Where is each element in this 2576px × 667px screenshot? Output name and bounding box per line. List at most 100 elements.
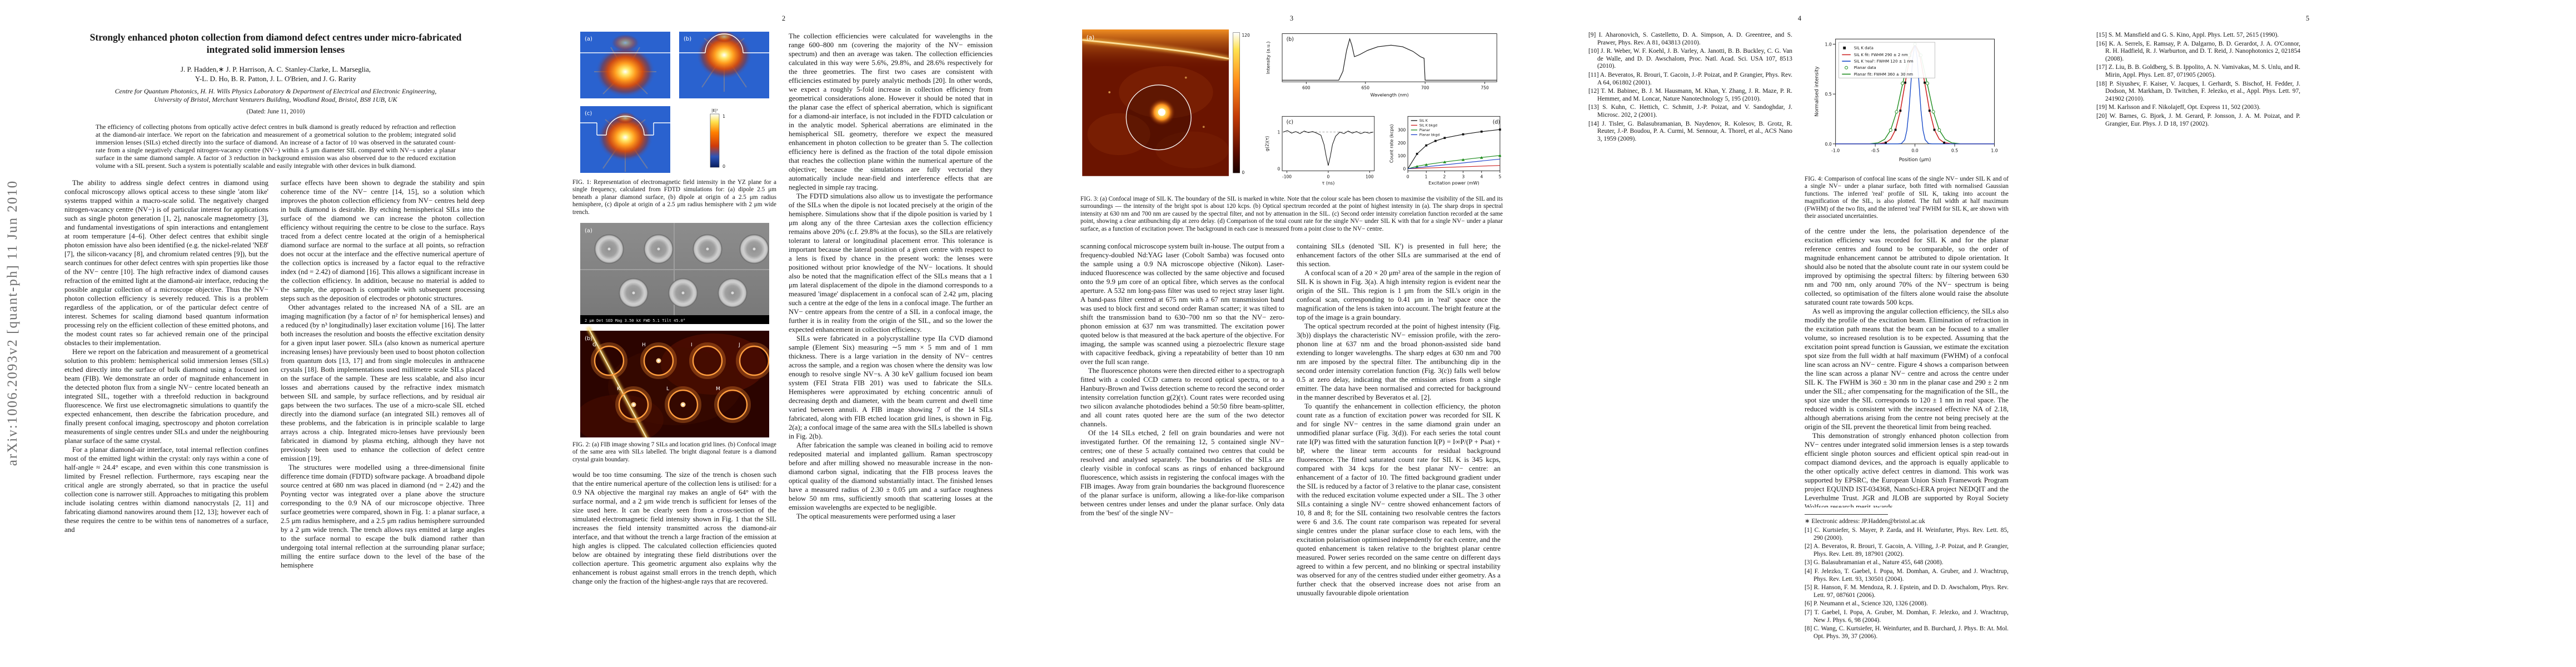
fig4-legend: SIL K data SIL K fit: FWHM 290 ± 2 nm SI… xyxy=(1838,42,1935,78)
page-strip: Strongly enhanced photon collection from… xyxy=(30,0,2553,667)
reference-item: [15] S. M. Mansfield and G. S. Kino, App… xyxy=(2096,32,2279,38)
body-paragraph: A confocal scan of a 20 × 20 μm² area of… xyxy=(1297,269,1501,322)
figure-4: SIL K data SIL K fit: FWHM 290 ± 2 nm SI… xyxy=(1805,32,2009,220)
body-paragraph: The fluorescence photons were then direc… xyxy=(1080,367,1284,429)
fig1-panel-b: (b) xyxy=(679,32,769,98)
fig3-label-b: (b) xyxy=(1287,37,1294,43)
fig3-panel-d-saturation: 0 1 2 3 4 5 0 100 200 300 xyxy=(1389,116,1501,186)
fig3-g2-ylabel: g(2)(τ) xyxy=(1265,136,1270,151)
footnote-rule xyxy=(1805,514,1888,515)
fig3-g2-xlabel: τ (ns) xyxy=(1322,181,1335,186)
fig3-spectrum-xtick: 750 xyxy=(1481,85,1489,90)
fig4-legend-entry: Planar data xyxy=(1853,66,1876,70)
fig2-label-b: (b) xyxy=(585,336,592,342)
fig1-colorbar-min: 0 xyxy=(723,164,725,169)
fig3-g2-xtick: 0 xyxy=(1327,175,1330,180)
fig4-xtick: 0.5 xyxy=(1951,148,1957,153)
reference-item: [13] S. Kuhn, C. Hettich, C. Schmitt, J.… xyxy=(1588,104,1792,118)
fig3-sat-ylabel: Count rate (kcps) xyxy=(1389,125,1394,163)
fig1-label-a: (a) xyxy=(585,36,592,42)
fig4-ylabel: Normalised intensity xyxy=(1814,66,1820,116)
fig3-colorbar-max: 120 xyxy=(1242,33,1250,38)
figure-2: (a) 2 μm Det SED Mag 3.50 kX FWD 5.1 Til… xyxy=(572,223,776,464)
author-line-2: Y-L. D. Ho, B. R. Patton, J. L. O'Brien,… xyxy=(195,74,357,83)
fig3-sat-ytick: 300 xyxy=(1398,128,1406,133)
email-footnote: ∗ Electronic address: JP.Hadden@bristol.… xyxy=(1805,518,1925,525)
reference-item: [12] T. M. Babinec, B. J. M. Hausmann, M… xyxy=(1588,88,1792,102)
fig1-colorbar-title: |E|² xyxy=(711,108,718,113)
fig3-sat-xlabel: Excitation power (mW) xyxy=(1428,181,1479,186)
body-paragraph: would be too time consuming. The size of… xyxy=(572,471,776,586)
fig3-sat-xtick: 5 xyxy=(1498,175,1501,180)
body-paragraph: Other advantages related to the increase… xyxy=(281,303,485,463)
reference-item: [2] A. Beveratos, R. Brouri, T. Gacoin, … xyxy=(1805,543,2009,558)
fig1-colorbar-max: 1 xyxy=(723,114,725,119)
fig3-colorbar-min: 0 xyxy=(1242,170,1245,175)
footnote-block: ∗ Electronic address: JP.Hadden@bristol.… xyxy=(1805,514,2009,640)
reference-item: [10] J. R. Weber, W. F. Koehl, J. B. Var… xyxy=(1588,48,1792,70)
author-line-1: J. P. Hadden,∗ J. P. Harrison, A. C. Sta… xyxy=(181,65,371,73)
fig3-label-d: (d) xyxy=(1493,120,1500,126)
reference-item: [17] Z. Liu, B. B. Goldberg, S. B. Ippol… xyxy=(2096,64,2300,78)
reference-item: [1] C. Kurtsiefer, S. Mayer, P. Zarda, a… xyxy=(1805,527,2009,541)
fig3-measurement-panels: (a) 120 0 600 650 xyxy=(1082,29,1501,186)
page5-column-left: [15] S. M. Mansfield and G. S. Kino, App… xyxy=(2096,32,2300,129)
fig3-sat-xtick: 2 xyxy=(1443,175,1446,180)
abstract: The efficiency of collecting photons fro… xyxy=(96,123,456,170)
fig4-ytick: 0.0 xyxy=(1825,142,1831,147)
page-number: 3 xyxy=(1289,14,1294,22)
fig1-panel-a: (a) xyxy=(580,32,670,98)
reference-item: [20] W. Barnes, G. Bjork, J. M. Gerard, … xyxy=(2096,112,2300,127)
fig2-sil-letter: I xyxy=(691,342,692,348)
fig3-panel-a-confocal: (a) xyxy=(1082,29,1229,176)
fig3-sat-ytick: 200 xyxy=(1398,141,1406,146)
body-paragraph: The structures were modelled using a thr… xyxy=(281,464,485,570)
fig1-colorbar: |E|² 1 0 xyxy=(710,108,725,169)
reference-item: [9] I. Aharonovich, S. Castelletto, D. A… xyxy=(1588,32,1792,46)
body-paragraph: To quantify the enhancement in collectio… xyxy=(1297,402,1501,598)
fig3-g2-ytick: 1 xyxy=(1277,130,1280,135)
fig4-xtick: -1.0 xyxy=(1831,148,1840,153)
page-number: 5 xyxy=(2305,14,2310,22)
reference-item: [16] K. A. Serrels, E. Ramsay, P. A. Dal… xyxy=(2096,40,2300,62)
fig3-label-c: (c) xyxy=(1287,120,1294,126)
fig1-panel-c: (c) xyxy=(580,106,670,173)
body-paragraph: The collection efficiencies were calcula… xyxy=(789,32,993,191)
fig3-spectrum-xtick: 600 xyxy=(1302,85,1311,90)
reference-item: [11] A. Beveratos, R. Brouri, T. Gacoin,… xyxy=(1588,71,1792,86)
fig3-sat-xtick: 4 xyxy=(1481,175,1483,180)
fig3-label-a: (a) xyxy=(1087,34,1094,41)
fig3-sat-legend-entry: SIL K bkgd xyxy=(1419,124,1437,128)
date-line: (Dated: June 11, 2010) xyxy=(246,108,305,115)
fig2-fib-and-confocal-image: (a) 2 μm Det SED Mag 3.50 kX FWD 5.1 Til… xyxy=(580,223,769,438)
fig2-sil-letter: L xyxy=(666,386,669,392)
fig4-xtick: 0.0 xyxy=(1911,148,1918,153)
figure-3: (a) 120 0 600 650 xyxy=(1080,29,1503,233)
page4-column-left: [9] I. Aharonovich, S. Castelletto, D. A… xyxy=(1588,32,1792,641)
reference-item: [8] C. Wang, C. Kurtsiefer, H. Weinfurte… xyxy=(1805,625,2009,640)
fig4-legend-entry: SIL K fit: FWHM 290 ± 2 nm xyxy=(1853,53,1907,57)
fig4-xtick: 1.0 xyxy=(1991,148,1997,153)
body-paragraph: The optical measurements were performed … xyxy=(796,512,956,520)
reference-item: [18] P. Siyushev, F. Kaiser, V. Jacques,… xyxy=(2096,80,2300,102)
fig3-sat-xtick: 3 xyxy=(1462,175,1465,180)
fig4-legend-entry: SIL K data xyxy=(1853,46,1873,51)
fig3-spectrum-xlabel: Wavelength (nm) xyxy=(1371,93,1409,98)
paper-title: Strongly enhanced photon collection from… xyxy=(89,32,462,55)
body-paragraph: The optical spectrum recorded at the poi… xyxy=(1297,322,1501,402)
body-paragraph: Here we report on the fabrication and me… xyxy=(64,348,268,445)
fig4-ytick: 1.0 xyxy=(1825,42,1831,47)
body-paragraph: After fabrication the sample was cleaned… xyxy=(789,441,993,511)
body-paragraph: For a planar diamond-air interface, tota… xyxy=(64,446,268,534)
page-number: 4 xyxy=(1797,14,1802,22)
fig2-sil-letter: K xyxy=(617,386,621,392)
page5-column-right xyxy=(2313,32,2517,129)
fig2-sil-letter: G xyxy=(592,342,596,348)
page-1: Strongly enhanced photon collection from… xyxy=(30,0,521,667)
arxiv-watermark: arXiv:1006.2093v2 [quant-ph] 11 Jun 2010 xyxy=(5,180,20,466)
fig2-panel-a-fib-image: (a) 2 μm Det SED Mag 3.50 kX FWD 5.1 Til… xyxy=(580,223,769,325)
page2-column-left: (a) xyxy=(572,32,776,586)
fig3-panel-c-g2: -100 0 100 0 1 τ (ns) g(2)(τ) (c) xyxy=(1265,116,1375,186)
fig3-sat-legend-entry: SIL K xyxy=(1419,119,1428,123)
fig3-sat-legend: SIL K SIL K bkgd Planar Planar bkgd xyxy=(1411,119,1439,137)
